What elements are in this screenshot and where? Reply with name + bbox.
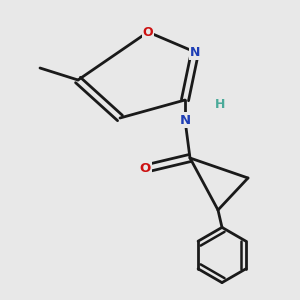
Text: H: H	[215, 98, 225, 112]
Text: O: O	[143, 26, 153, 38]
Text: O: O	[140, 161, 151, 175]
Text: N: N	[179, 113, 191, 127]
Text: N: N	[190, 46, 200, 59]
